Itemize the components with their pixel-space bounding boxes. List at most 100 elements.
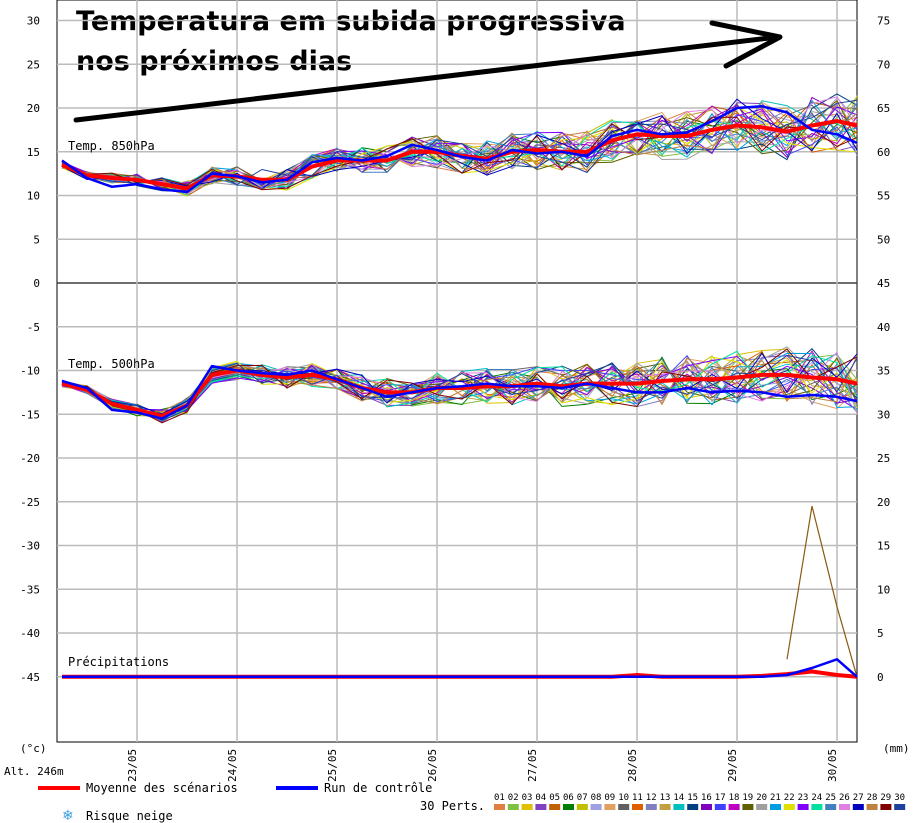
right-tick-label: 15: [877, 540, 890, 553]
right-tick-label: 40: [877, 321, 890, 334]
pert-number: 01: [494, 793, 505, 803]
left-tick-label: -20: [20, 452, 40, 465]
member-line: [61, 120, 858, 196]
pert-swatch: [535, 804, 547, 810]
panel-label-precip: Précipitations: [68, 655, 169, 669]
pert-swatch: [576, 804, 588, 810]
left-tick-label: 15: [27, 146, 40, 159]
altitude-label: Alt. 246m: [4, 765, 64, 778]
pert-swatch: [770, 804, 781, 810]
pert-swatch: [783, 804, 795, 810]
temp-series-line: [61, 364, 858, 420]
pert-number: 03: [522, 793, 533, 803]
right-tick-label: 20: [877, 496, 890, 509]
left-tick-label: -45: [20, 671, 40, 684]
legend-mean-label: Moyenne des scénarios: [86, 781, 238, 795]
pert-number: 26: [839, 793, 850, 803]
pert-swatch: [673, 804, 685, 810]
pert-number: 23: [798, 793, 809, 803]
pert-number: 16: [701, 793, 712, 803]
pert-number: 14: [673, 793, 684, 803]
snowflake-icon: ❄: [62, 808, 74, 823]
left-tick-label: -5: [27, 321, 40, 334]
pert-number: 30: [894, 793, 905, 803]
pert-number: 05: [549, 793, 560, 803]
right-tick-label: 5: [877, 627, 884, 640]
left-tick-label: 20: [27, 102, 40, 115]
pert-swatch: [549, 804, 561, 810]
pert-number: 17: [715, 793, 726, 803]
x-tick-label: 25/05: [326, 749, 339, 782]
pert-number: 02: [508, 793, 519, 803]
pert-swatch: [590, 804, 602, 810]
pert-swatch: [866, 804, 878, 810]
legend-snow-label: Risque neige: [86, 809, 173, 823]
pert-number: 12: [646, 793, 657, 803]
left-tick-label: 5: [33, 233, 40, 246]
pert-swatch: [645, 804, 657, 810]
legend: Moyenne des scénarios Run de contrôle 30…: [38, 781, 906, 823]
pert-number: 22: [784, 793, 795, 803]
pert-number: 19: [742, 793, 753, 803]
pert-swatch: [659, 804, 671, 810]
left-tick-label: -25: [20, 496, 40, 509]
pert-swatch: [632, 804, 643, 810]
pert-swatch: [494, 804, 505, 810]
member-line: [61, 96, 858, 195]
pert-swatch: [839, 804, 850, 810]
pert-swatch: [880, 804, 892, 810]
panel-label-500: Temp. 500hPa: [68, 357, 155, 371]
pert-swatch: [563, 804, 574, 810]
right-axis-unit: (mm): [883, 742, 910, 755]
left-tick-label: -35: [20, 583, 40, 596]
pert-number: 18: [729, 793, 740, 803]
pert-number: 29: [880, 793, 891, 803]
pert-swatch: [756, 804, 768, 810]
pert-number: 25: [825, 793, 836, 803]
left-tick-label: 0: [33, 277, 40, 290]
legend-control-label: Run de contrôle: [324, 781, 432, 795]
pert-number: 15: [687, 793, 698, 803]
member-line: [61, 116, 858, 191]
pert-swatch: [811, 804, 823, 810]
pert-number: 08: [591, 793, 602, 803]
x-tick-label: 26/05: [426, 749, 439, 782]
x-tick-label: 24/05: [226, 749, 239, 782]
pert-number: 21: [770, 793, 781, 803]
panel-label-850: Temp. 850hPa: [68, 139, 155, 153]
pert-swatch: [742, 804, 754, 810]
right-tick-label: 10: [877, 583, 890, 596]
pert-swatch: [521, 804, 533, 810]
annotation-arrow: [73, 20, 783, 123]
pert-swatch: [604, 804, 616, 810]
x-tick-label: 30/05: [826, 749, 839, 782]
series-lines: [61, 93, 858, 679]
pert-number: 04: [535, 793, 546, 803]
x-axis-ticks: 23/05 24/05 25/05 26/05 27/05 28/05 29/05 30/05: [126, 749, 839, 782]
pert-number: 28: [867, 793, 878, 803]
pert-legend: 01 02 03 04 05 06 07 08 09 10 11 12 13 14 15 16 17 18 19 20…: [494, 793, 906, 810]
precip-peak-member: [786, 505, 858, 677]
temp-series-line: [61, 368, 858, 418]
right-tick-label: 65: [877, 102, 890, 115]
pert-swatch: [701, 804, 712, 810]
right-tick-label: 45: [877, 277, 890, 290]
x-tick-label: 23/05: [126, 749, 139, 782]
pert-number: 06: [563, 793, 574, 803]
pert-number: 13: [660, 793, 671, 803]
left-tick-label: -40: [20, 627, 40, 640]
pert-number: 20: [756, 793, 767, 803]
pert-number: 07: [577, 793, 588, 803]
left-axis-unit: (°c): [20, 742, 47, 755]
x-tick-label: 27/05: [526, 749, 539, 782]
right-tick-label: 25: [877, 452, 890, 465]
pert-number: 27: [853, 793, 864, 803]
pert-swatch: [714, 804, 726, 810]
x-tick-label: 29/05: [726, 749, 739, 782]
pert-number: 10: [618, 793, 629, 803]
pert-swatch: [894, 804, 906, 810]
right-tick-label: 55: [877, 190, 890, 203]
left-tick-label: 10: [27, 190, 40, 203]
right-tick-label: 60: [877, 146, 890, 159]
